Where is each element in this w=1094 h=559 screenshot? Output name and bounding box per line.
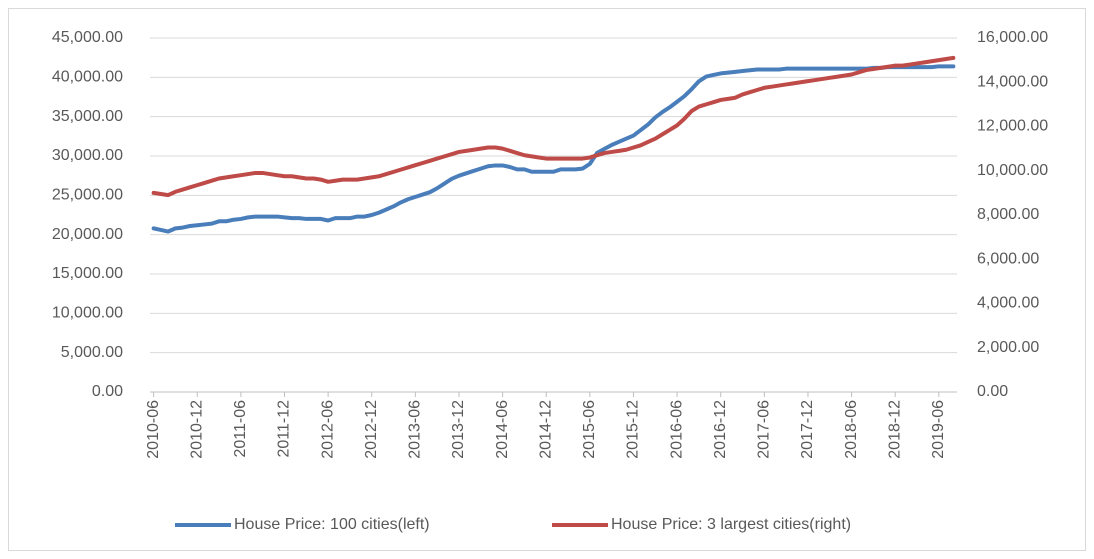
y-tick-label: 30,000.00 xyxy=(52,147,123,164)
y2-tick-label: 16,000.00 xyxy=(977,29,1048,46)
x-tick-label: 2015-06 xyxy=(581,400,598,459)
x-tick-label: 2010-06 xyxy=(145,400,162,459)
y2-tick-label: 4,000.00 xyxy=(977,295,1039,312)
y2-tick-label: 10,000.00 xyxy=(977,162,1048,179)
y2-tick-label: 2,000.00 xyxy=(977,339,1039,356)
x-tick-label: 2012-06 xyxy=(319,400,336,459)
y2-tick-label: 0.00 xyxy=(977,383,1008,400)
legend-label: House Price: 100 cities(left) xyxy=(234,516,430,533)
y-tick-label: 0.00 xyxy=(92,383,123,400)
x-tick-label: 2018-06 xyxy=(843,400,860,459)
x-tick-label: 2016-12 xyxy=(712,400,729,459)
legend-label: House Price: 3 largest cities(right) xyxy=(611,516,851,533)
y2-tick-label: 14,000.00 xyxy=(977,73,1048,90)
x-tick-label: 2012-12 xyxy=(363,400,380,459)
y2-tick-label: 6,000.00 xyxy=(977,250,1039,267)
x-tick-label: 2015-12 xyxy=(625,400,642,459)
x-tick-label: 2017-12 xyxy=(799,400,816,459)
x-tick-label: 2013-12 xyxy=(450,400,467,459)
x-tick-label: 2010-12 xyxy=(188,400,205,459)
y2-tick-label: 8,000.00 xyxy=(977,206,1039,223)
series-line xyxy=(151,64,956,234)
y-tick-label: 35,000.00 xyxy=(52,108,123,125)
y2-tick-label: 12,000.00 xyxy=(977,118,1048,135)
y-tick-label: 5,000.00 xyxy=(61,344,123,361)
x-tick-label: 2014-06 xyxy=(494,400,511,459)
y-tick-label: 25,000.00 xyxy=(52,187,123,204)
x-tick-label: 2014-12 xyxy=(537,400,554,459)
y-tick-label: 15,000.00 xyxy=(52,265,123,282)
y-tick-label: 40,000.00 xyxy=(52,69,123,86)
y-tick-label: 45,000.00 xyxy=(52,29,123,46)
x-tick-label: 2011-12 xyxy=(276,400,293,458)
x-tick-label: 2016-06 xyxy=(668,400,685,459)
y-tick-label: 20,000.00 xyxy=(52,226,123,243)
y-tick-label: 10,000.00 xyxy=(52,305,123,322)
x-tick-label: 2013-06 xyxy=(407,400,424,459)
x-tick-label: 2018-12 xyxy=(886,400,903,459)
series-line xyxy=(151,55,956,198)
chart-frame xyxy=(8,8,1086,551)
x-tick-label: 2011-06 xyxy=(232,400,249,458)
x-tick-label: 2017-06 xyxy=(756,400,773,459)
x-tick-label: 2019-06 xyxy=(930,400,947,459)
